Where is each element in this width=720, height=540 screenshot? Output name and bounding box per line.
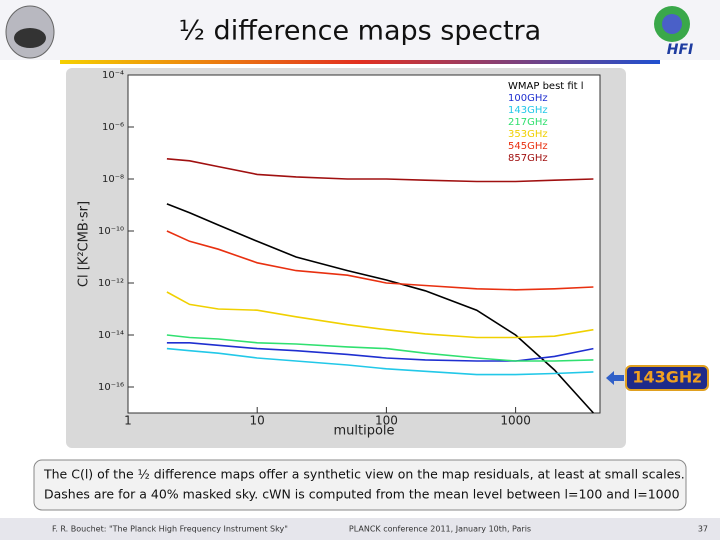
footer-band [0,518,720,540]
legend-entry: 857GHz [508,153,548,164]
series-line [166,347,594,376]
caption-line: The C(l) of the ½ difference maps offer … [43,467,685,482]
legend-entry: 545GHz [508,141,548,152]
header-band [0,0,720,60]
x-tick-label: 1000 [500,414,531,428]
x-tick-label: 1 [124,414,132,428]
series-line [166,158,594,183]
header-rule [60,60,660,64]
x-tick-label: 10 [250,414,265,428]
series-line [166,203,594,414]
caption-line: Dashes are for a 40% masked sky. cWN is … [44,487,680,502]
legend-entry: 143GHz [508,105,548,116]
right-logo [654,6,690,42]
y-tick-label: 10⁻¹⁰ [98,226,124,237]
page-number: 37 [698,525,708,534]
legend-entry: WMAP best fit l [508,81,584,92]
y-tick-label: 10⁻¹² [98,278,124,289]
callout-label: 143GHz [632,368,701,387]
y-tick-label: 10⁻⁸ [102,174,124,185]
y-tick-label: 10⁻⁶ [102,122,124,133]
x-axis-label: multipole [333,424,394,439]
legend-entry: 217GHz [508,117,548,128]
y-axis-label: Cl [K²CMB·sr] [77,201,92,287]
legend-entry: 100GHz [508,93,548,104]
callout-arrow [606,371,624,385]
x-tick-label: 100 [375,414,398,428]
footer-center: PLANCK conference 2011, January 10th, Pa… [349,525,531,534]
series-line [166,291,594,339]
logo-text: HFI [667,42,694,58]
series-line [166,230,594,291]
series-line [166,334,594,362]
y-tick-label: 10⁻⁴ [102,70,124,81]
callout-box [625,365,709,391]
y-tick-label: 10⁻¹⁶ [98,382,124,393]
caption-box [33,459,687,511]
legend-entry: 353GHz [508,129,548,140]
left-logo [5,5,55,59]
slide-title: ½ difference maps spectra [179,16,541,47]
y-tick-label: 10⁻¹⁴ [98,330,124,341]
footer-left: F. R. Bouchet: "The Planck High Frequenc… [52,525,288,534]
